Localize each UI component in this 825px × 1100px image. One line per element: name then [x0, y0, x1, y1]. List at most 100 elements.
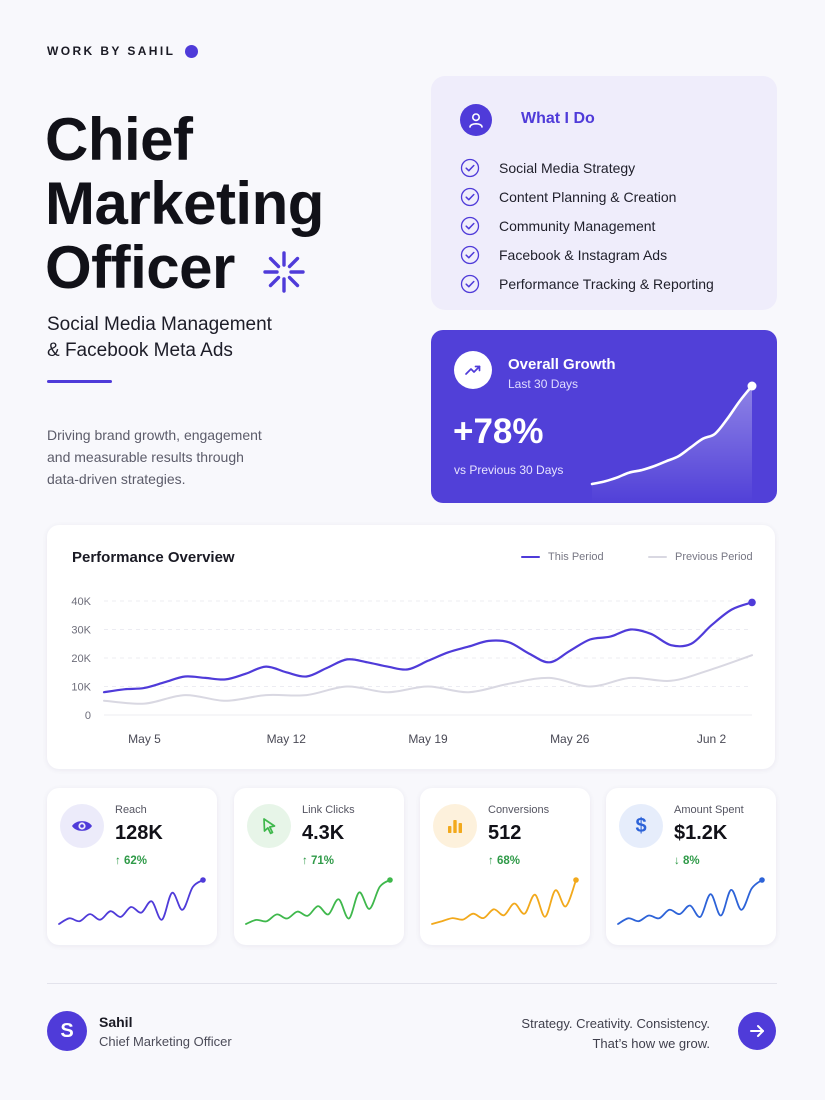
- brand-header: WORK BY SAHIL: [47, 44, 199, 58]
- author-role: Chief Marketing Officer: [99, 1034, 232, 1049]
- legend-label: This Period: [548, 551, 604, 563]
- subtitle-line: Social Media Management: [47, 314, 272, 335]
- y-tick-label: 10K: [71, 682, 91, 694]
- kpi-sparkline: [58, 877, 206, 925]
- dollar-glyph: $: [635, 814, 647, 837]
- sparkline-end-point: [200, 877, 206, 883]
- y-tick-label: 0: [85, 710, 91, 722]
- growth-end-point: [747, 381, 757, 391]
- growth-value: +78%: [453, 412, 544, 451]
- kpi-value: 4.3K: [302, 822, 345, 844]
- y-tick-label: 20K: [71, 653, 91, 665]
- next-arrow-button[interactable]: [738, 1012, 776, 1050]
- what-i-do-card: What I Do Social Media Strategy Content …: [431, 76, 777, 310]
- user-icon: [460, 104, 492, 136]
- title-line: Officer: [45, 234, 235, 301]
- page-title: Chief Marketing Officer: [45, 108, 324, 300]
- tagline-line: data-driven strategies.: [47, 471, 186, 487]
- subtitle-line: & Facebook Meta Ads: [47, 340, 233, 361]
- x-tick-label: May 5: [128, 732, 161, 746]
- kpi-value: 128K: [115, 822, 163, 844]
- kpi-label: Conversions: [488, 804, 550, 816]
- legend-swatch: [521, 556, 540, 558]
- series-end-point: [748, 598, 756, 607]
- arrow-right-icon: [750, 1025, 764, 1037]
- accent-underline: [47, 380, 112, 383]
- tagline-line: and measurable results through: [47, 449, 244, 465]
- avatar: S: [47, 1011, 87, 1051]
- overall-growth-card: Overall Growth Last 30 Days +78% vs Prev…: [431, 330, 777, 503]
- footer-divider: [47, 983, 777, 984]
- sparkline-end-point: [387, 877, 393, 883]
- growth-area: [592, 386, 752, 503]
- sparkline-end-point: [573, 877, 579, 883]
- kpi-card-reach: Reach 128K ↑ 62%: [47, 788, 217, 945]
- trend-up-icon: [454, 351, 492, 389]
- kpi-sparkline: [431, 877, 579, 925]
- growth-comparison: vs Previous 30 Days: [454, 463, 564, 477]
- sparkle-icon: [263, 251, 305, 293]
- service-label: Performance Tracking & Reporting: [499, 275, 714, 292]
- legend-swatch: [648, 556, 667, 558]
- quote-line: That’s how we grow.: [592, 1036, 710, 1051]
- dollar-icon: $: [619, 804, 663, 848]
- hero-tagline: Driving brand growth, engagement and mea…: [47, 424, 307, 490]
- service-label: Facebook & Instagram Ads: [499, 246, 668, 263]
- performance-chart: 40K 30K 20K 10K 0 May 5 May 12 May 19 May 26 Jun …: [71, 596, 756, 746]
- x-tick-label: May 19: [408, 732, 448, 746]
- kpi-value: 512: [488, 822, 522, 844]
- sparkline-path: [617, 879, 763, 925]
- sparkline-path: [58, 879, 204, 925]
- growth-line: [590, 384, 754, 486]
- kpi-card-conversions: Conversions 512 ↑ 68%: [420, 788, 590, 945]
- footer-quote: Strategy. Creativity. Consistency. That’…: [521, 1014, 710, 1054]
- services-list: Social Media Strategy Content Planning &…: [460, 153, 714, 298]
- service-label: Community Management: [499, 217, 656, 234]
- legend-label: Previous Period: [675, 551, 753, 563]
- kpi-card-amount-spent: $ Amount Spent $1.2K ↓ 8%: [606, 788, 776, 945]
- kpi-change: ↑ 71%: [302, 855, 334, 867]
- cursor-icon: [247, 804, 291, 848]
- y-tick-label: 30K: [71, 625, 91, 637]
- kpi-change: ↑ 62%: [115, 855, 147, 867]
- sparkline-end-point: [759, 877, 765, 883]
- service-label: Content Planning & Creation: [499, 188, 677, 205]
- check-circle-icon: [460, 158, 480, 177]
- list-item: Content Planning & Creation: [460, 182, 714, 211]
- x-tick-label: Jun 2: [697, 732, 727, 746]
- list-item: Performance Tracking & Reporting: [460, 269, 714, 298]
- series-line-previous-period: [103, 654, 753, 705]
- check-circle-icon: [460, 245, 480, 264]
- quote-line: Strategy. Creativity. Consistency.: [521, 1016, 710, 1031]
- growth-period: Last 30 Days: [508, 377, 579, 391]
- brand-text: WORK BY SAHIL: [47, 44, 176, 58]
- y-tick-label: 40K: [71, 596, 91, 608]
- avatar-letter: S: [60, 1019, 74, 1042]
- kpi-value: $1.2K: [674, 822, 728, 844]
- bar-chart-icon: [433, 804, 477, 848]
- growth-title: Overall Growth: [508, 356, 616, 373]
- kpi-change: ↑ 68%: [488, 855, 520, 867]
- kpi-card-link-clicks: Link Clicks 4.3K ↑ 71%: [234, 788, 404, 945]
- legend-previous-period: Previous Period: [648, 551, 753, 563]
- kpi-change: ↓ 8%: [674, 855, 700, 867]
- check-circle-icon: [460, 274, 480, 293]
- eye-icon: [60, 804, 104, 848]
- x-tick-label: May 12: [267, 732, 307, 746]
- growth-sparkline: [590, 381, 757, 503]
- kpi-sparkline: [245, 877, 393, 925]
- list-item: Facebook & Instagram Ads: [460, 240, 714, 269]
- legend-this-period: This Period: [521, 551, 604, 563]
- author-name: Sahil: [99, 1014, 133, 1030]
- tagline-line: Driving brand growth, engagement: [47, 427, 262, 443]
- hero-subtitle: Social Media Management & Facebook Meta …: [47, 312, 272, 364]
- sparkline-path: [245, 879, 391, 925]
- performance-title: Performance Overview: [72, 549, 235, 566]
- list-item: Social Media Strategy: [460, 153, 714, 182]
- kpi-sparkline: [617, 877, 765, 925]
- x-tick-label: May 26: [550, 732, 590, 746]
- check-circle-icon: [460, 187, 480, 206]
- what-i-do-title: What I Do: [521, 110, 595, 127]
- series-line-this-period: [102, 601, 754, 694]
- kpi-label: Link Clicks: [302, 804, 355, 816]
